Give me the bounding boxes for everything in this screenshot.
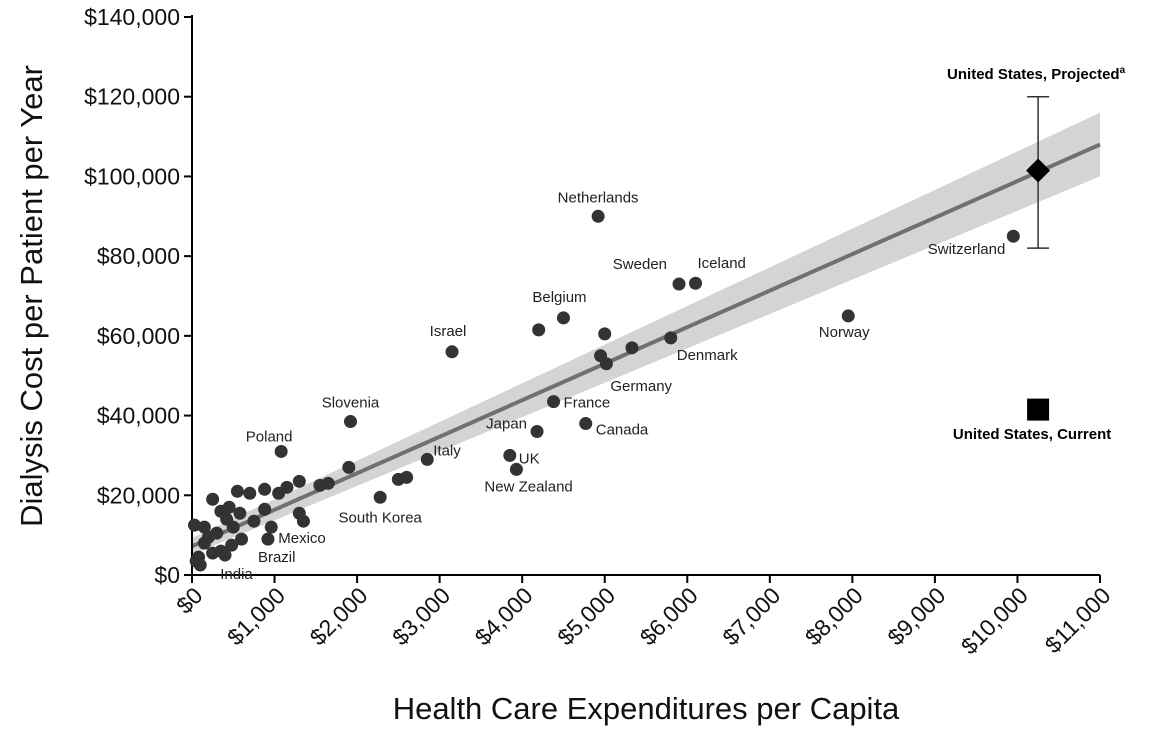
point-label: Sweden xyxy=(613,256,667,273)
point-label: Switzerland xyxy=(928,241,1006,258)
data-point xyxy=(343,415,357,429)
data-point xyxy=(503,448,517,462)
point-label: Mexico xyxy=(278,530,326,547)
point-label: South Korea xyxy=(339,509,423,526)
data-point xyxy=(272,486,286,500)
data-point xyxy=(218,548,232,562)
data-point xyxy=(1006,229,1020,243)
data-point xyxy=(206,546,220,560)
x-tick-label: $10,000 xyxy=(956,582,1033,659)
data-point xyxy=(342,460,356,474)
data-point xyxy=(292,474,306,488)
x-tick-label: $4,000 xyxy=(470,582,538,650)
data-point xyxy=(556,311,570,325)
point-label: Iceland xyxy=(698,255,746,272)
point-label: Slovenia xyxy=(322,395,380,412)
x-tick-label: $8,000 xyxy=(800,582,868,650)
point-label: Germany xyxy=(610,378,672,395)
us-projected-footnote: a xyxy=(1120,65,1126,76)
x-tick-label: $5,000 xyxy=(552,582,620,650)
y-tick-label: $120,000 xyxy=(84,84,180,110)
point-label: Canada xyxy=(596,422,649,439)
point-label: India xyxy=(220,566,253,583)
data-point xyxy=(197,520,211,534)
point-label: Norway xyxy=(819,324,870,341)
data-point xyxy=(206,492,220,506)
data-point xyxy=(226,520,240,534)
data-point xyxy=(222,500,236,514)
data-point xyxy=(225,538,239,552)
us-current-label: United States, Current xyxy=(953,426,1111,443)
point-label: UK xyxy=(519,450,540,467)
data-point xyxy=(258,502,272,516)
y-tick-label: $80,000 xyxy=(97,243,180,269)
united-states-markers: United States, Projecteda United States, … xyxy=(947,65,1126,443)
regression-line xyxy=(191,142,1101,549)
data-point xyxy=(591,209,605,223)
us-current-marker xyxy=(1027,398,1050,421)
point-label: New Zealand xyxy=(484,478,572,495)
x-tick-label: $7,000 xyxy=(717,582,785,650)
x-tick-label: $9,000 xyxy=(882,582,950,650)
point-labels: Netherlands Sweden Iceland Switzerland Belgi… xyxy=(220,189,1005,583)
regression-line-layer xyxy=(191,142,1101,549)
y-axis-title: Dialysis Cost per Patient per Year xyxy=(14,65,49,527)
data-point xyxy=(689,276,703,290)
x-tick-label: $2,000 xyxy=(304,582,372,650)
data-points xyxy=(187,209,1020,572)
y-tick-label: $40,000 xyxy=(97,403,180,429)
x-axis-title: Health Care Expenditures per Capita xyxy=(393,691,900,726)
data-point xyxy=(235,532,249,546)
point-label: Belgium xyxy=(532,289,586,306)
x-tick-label: $11,000 xyxy=(1040,582,1116,658)
data-point xyxy=(509,462,523,476)
data-point xyxy=(233,506,247,520)
us-projected-marker xyxy=(1026,158,1051,183)
data-point xyxy=(579,417,593,431)
point-label: Italy xyxy=(433,442,461,459)
data-point xyxy=(445,345,459,359)
data-point xyxy=(547,395,561,409)
data-point xyxy=(321,476,335,490)
data-point xyxy=(264,520,278,534)
data-point xyxy=(400,470,414,484)
data-point xyxy=(420,452,434,466)
data-point xyxy=(193,558,207,572)
x-tick-label: $1,000 xyxy=(222,582,290,650)
point-label: Israel xyxy=(430,323,467,340)
data-point xyxy=(187,518,201,532)
data-point xyxy=(672,277,686,291)
data-point xyxy=(532,323,546,337)
point-label: Japan xyxy=(486,416,527,433)
data-point xyxy=(599,357,613,371)
y-tick-label: $20,000 xyxy=(97,482,180,508)
data-point xyxy=(841,309,855,323)
data-point xyxy=(598,327,612,341)
data-point xyxy=(258,482,272,496)
data-point xyxy=(292,506,306,520)
point-label: Brazil xyxy=(258,549,296,566)
point-label: Netherlands xyxy=(558,189,639,206)
data-point xyxy=(247,514,261,528)
data-point xyxy=(230,484,244,498)
data-point xyxy=(530,425,544,439)
y-tick-label: $0 xyxy=(154,562,180,588)
x-tick-label: $6,000 xyxy=(635,582,703,650)
y-tick-label: $100,000 xyxy=(84,163,180,189)
data-point xyxy=(625,341,639,355)
data-point xyxy=(243,486,257,500)
data-point xyxy=(664,331,678,345)
data-point xyxy=(261,532,275,546)
data-point xyxy=(274,444,288,458)
data-point xyxy=(197,536,211,550)
y-tick-label: $140,000 xyxy=(84,4,180,30)
x-tick-label: $3,000 xyxy=(387,582,455,650)
point-label: Poland xyxy=(246,428,293,445)
point-label: France xyxy=(564,395,611,412)
us-projected-label: United States, Projecteda xyxy=(947,65,1126,83)
data-point xyxy=(373,490,387,504)
point-label: Denmark xyxy=(677,347,738,364)
y-tick-label: $60,000 xyxy=(97,323,180,349)
